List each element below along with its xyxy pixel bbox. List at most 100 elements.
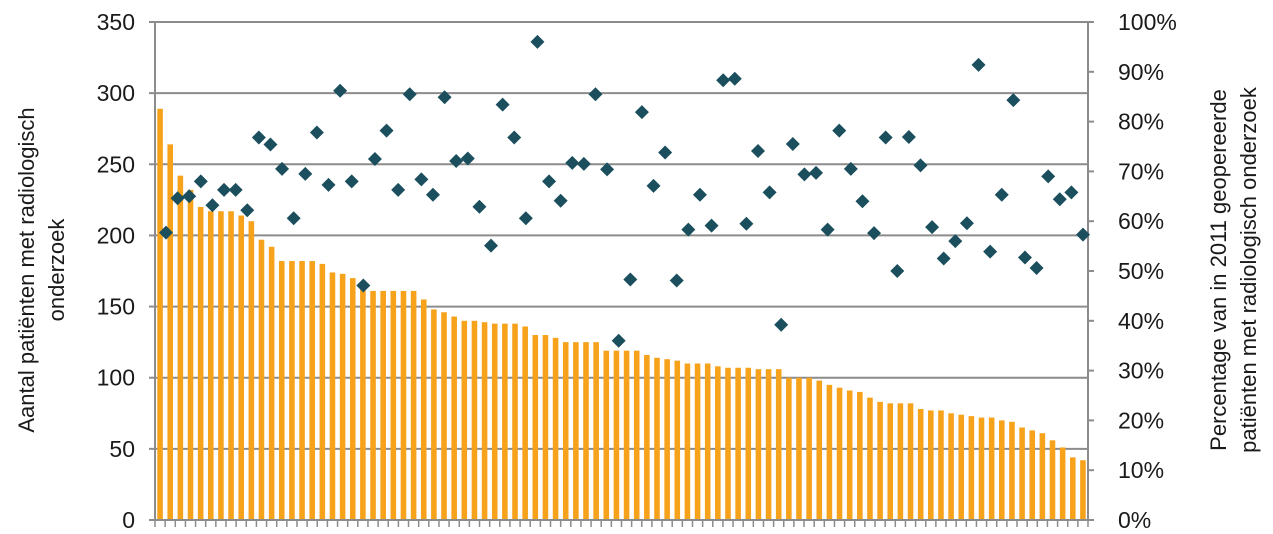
right-tick-label: 60%	[1118, 208, 1164, 234]
scatter-point	[286, 211, 301, 226]
bar	[238, 215, 244, 520]
scatter-point	[1017, 250, 1032, 265]
scatter-point	[716, 73, 731, 88]
scatter-point	[240, 203, 255, 218]
scatter-point	[994, 187, 1009, 202]
scatter-point	[1076, 227, 1090, 242]
left-tick-label: 0	[122, 507, 135, 533]
scatter-point	[402, 87, 417, 102]
right-axis-title-line: Percentage van in 2011 geopereerde	[1206, 89, 1231, 451]
scatter-point	[1041, 169, 1056, 184]
scatter-point	[472, 199, 487, 214]
bar	[248, 221, 255, 520]
bar	[664, 359, 670, 520]
bar	[319, 263, 326, 520]
bar	[917, 409, 924, 520]
bar	[1029, 430, 1036, 520]
scatter-point	[669, 273, 684, 288]
bar	[481, 322, 488, 520]
bar	[187, 189, 194, 520]
bar	[938, 410, 944, 520]
scatter-point	[298, 166, 313, 181]
scatter-point	[321, 177, 336, 192]
scatter-point	[774, 317, 789, 332]
bar	[431, 309, 437, 520]
bar	[877, 401, 883, 520]
bar	[420, 299, 427, 520]
right-tick-label: 90%	[1118, 59, 1164, 85]
bar	[988, 417, 995, 520]
bar	[654, 357, 660, 520]
bar	[948, 413, 954, 520]
bar	[228, 211, 234, 521]
bar	[349, 278, 356, 520]
bar	[390, 290, 397, 520]
scatter-point	[681, 222, 696, 237]
bar	[999, 420, 1005, 520]
scatter-point	[449, 153, 464, 168]
scatter-point	[971, 57, 986, 72]
scatter-point	[727, 71, 742, 86]
left-axis-title-line: onderzoek	[44, 218, 69, 322]
bar	[522, 326, 528, 520]
left-tick-label: 350	[97, 9, 135, 35]
scatter-point	[925, 220, 940, 235]
scatter-point	[750, 143, 765, 158]
left-tick-label: 50	[109, 436, 135, 462]
bar	[867, 397, 873, 520]
scatter-point	[228, 182, 243, 197]
bar	[745, 367, 752, 520]
right-tick-label: 80%	[1118, 109, 1164, 135]
left-tick-label: 250	[97, 151, 135, 177]
bar	[765, 369, 772, 520]
bar	[775, 369, 782, 520]
bar	[613, 350, 620, 520]
scatter-point	[948, 234, 963, 249]
bar	[157, 108, 163, 521]
bar	[1019, 427, 1025, 520]
scatter-point	[692, 187, 707, 202]
bar	[289, 261, 295, 520]
scatter-point	[309, 125, 324, 140]
right-tick-label: 40%	[1118, 308, 1164, 334]
bar	[177, 175, 184, 520]
scatter-point	[611, 333, 626, 348]
left-tick-label: 300	[97, 80, 135, 106]
scatter-point	[983, 244, 998, 259]
bar	[583, 342, 589, 520]
scatter-point	[634, 105, 649, 120]
scatter-point	[263, 137, 278, 152]
bar	[704, 363, 711, 520]
bar	[816, 380, 823, 520]
bar	[755, 369, 762, 520]
bar	[806, 377, 812, 520]
scatter-point	[460, 151, 475, 166]
scatter-point	[356, 278, 371, 293]
scatter-point	[507, 130, 522, 145]
bar	[207, 211, 214, 521]
scatter-point	[170, 191, 185, 206]
bar	[826, 384, 833, 520]
bar	[836, 387, 843, 520]
bar	[278, 261, 285, 520]
bar	[633, 350, 640, 520]
right-tick-label: 30%	[1118, 358, 1164, 384]
bar	[796, 377, 802, 520]
bar	[461, 320, 468, 520]
bar	[268, 246, 275, 520]
right-axis-title: Percentage van in 2011 geopereerde patiën…	[1206, 86, 1261, 453]
scatter-point	[367, 151, 382, 166]
scatter-point	[333, 83, 348, 98]
bar	[1069, 457, 1076, 520]
scatter-point	[646, 178, 661, 193]
bar	[786, 377, 792, 520]
bar	[471, 320, 478, 520]
scatter-point	[565, 155, 580, 170]
bar	[299, 261, 305, 520]
bar	[1039, 433, 1046, 520]
left-tick-label: 150	[97, 294, 135, 320]
scatter-point	[576, 156, 591, 171]
bar	[623, 350, 630, 520]
right-tick-label: 100%	[1118, 9, 1177, 35]
